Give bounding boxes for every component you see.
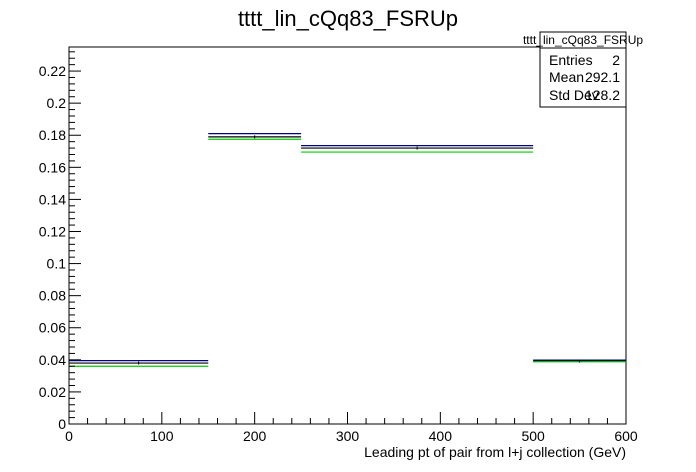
stats-stddev-label: Std Dev xyxy=(549,87,599,103)
x-axis-label: Leading pt of pair from l+j collection (… xyxy=(364,444,626,460)
y-tick-label: 0.22 xyxy=(39,63,66,79)
x-tick-label: 500 xyxy=(521,428,545,444)
x-tick-label: 300 xyxy=(336,428,360,444)
stats-box-title: tttt_lin_cQq83_FSRUp xyxy=(523,33,643,47)
stats-entries-label: Entries xyxy=(549,52,593,68)
stats-mean-value: 292.1 xyxy=(585,69,620,85)
y-tick-label: 0 xyxy=(58,416,66,432)
y-tick-label: 0.04 xyxy=(39,352,66,368)
y-tick-label: 0.14 xyxy=(39,191,66,207)
x-tick-label: 400 xyxy=(429,428,453,444)
chart-title: tttt_lin_cQq83_FSRUp xyxy=(238,6,458,31)
stats-box: tttt_lin_cQq83_FSRUp Entries 2 Mean 292.… xyxy=(523,31,643,108)
x-tick-label: 100 xyxy=(150,428,174,444)
y-tick-label: 0.12 xyxy=(39,223,66,239)
stats-stddev-value: 128.2 xyxy=(585,87,620,103)
stats-entries-value: 2 xyxy=(612,52,620,68)
x-axis: 0 100 200 300 400 500 600 xyxy=(65,412,638,444)
y-tick-label: 0.08 xyxy=(39,288,66,304)
y-tick-label: 0.02 xyxy=(39,384,66,400)
y-axis: 0 0.02 0.04 0.06 0.08 0.1 0.12 0.14 0.16 0.18 0.2 0… xyxy=(39,47,81,432)
y-tick-label: 0.06 xyxy=(39,320,66,336)
y-tick-label: 0.16 xyxy=(39,159,66,175)
stats-mean-label: Mean xyxy=(549,69,584,85)
x-tick-label: 200 xyxy=(243,428,267,444)
y-tick-label: 0.2 xyxy=(47,95,67,111)
x-tick-label: 600 xyxy=(614,428,638,444)
x-tick-label: 0 xyxy=(65,428,73,444)
y-tick-label: 0.1 xyxy=(47,256,67,272)
y-tick-label: 0.18 xyxy=(39,127,66,143)
stats-box-frame xyxy=(539,31,627,108)
